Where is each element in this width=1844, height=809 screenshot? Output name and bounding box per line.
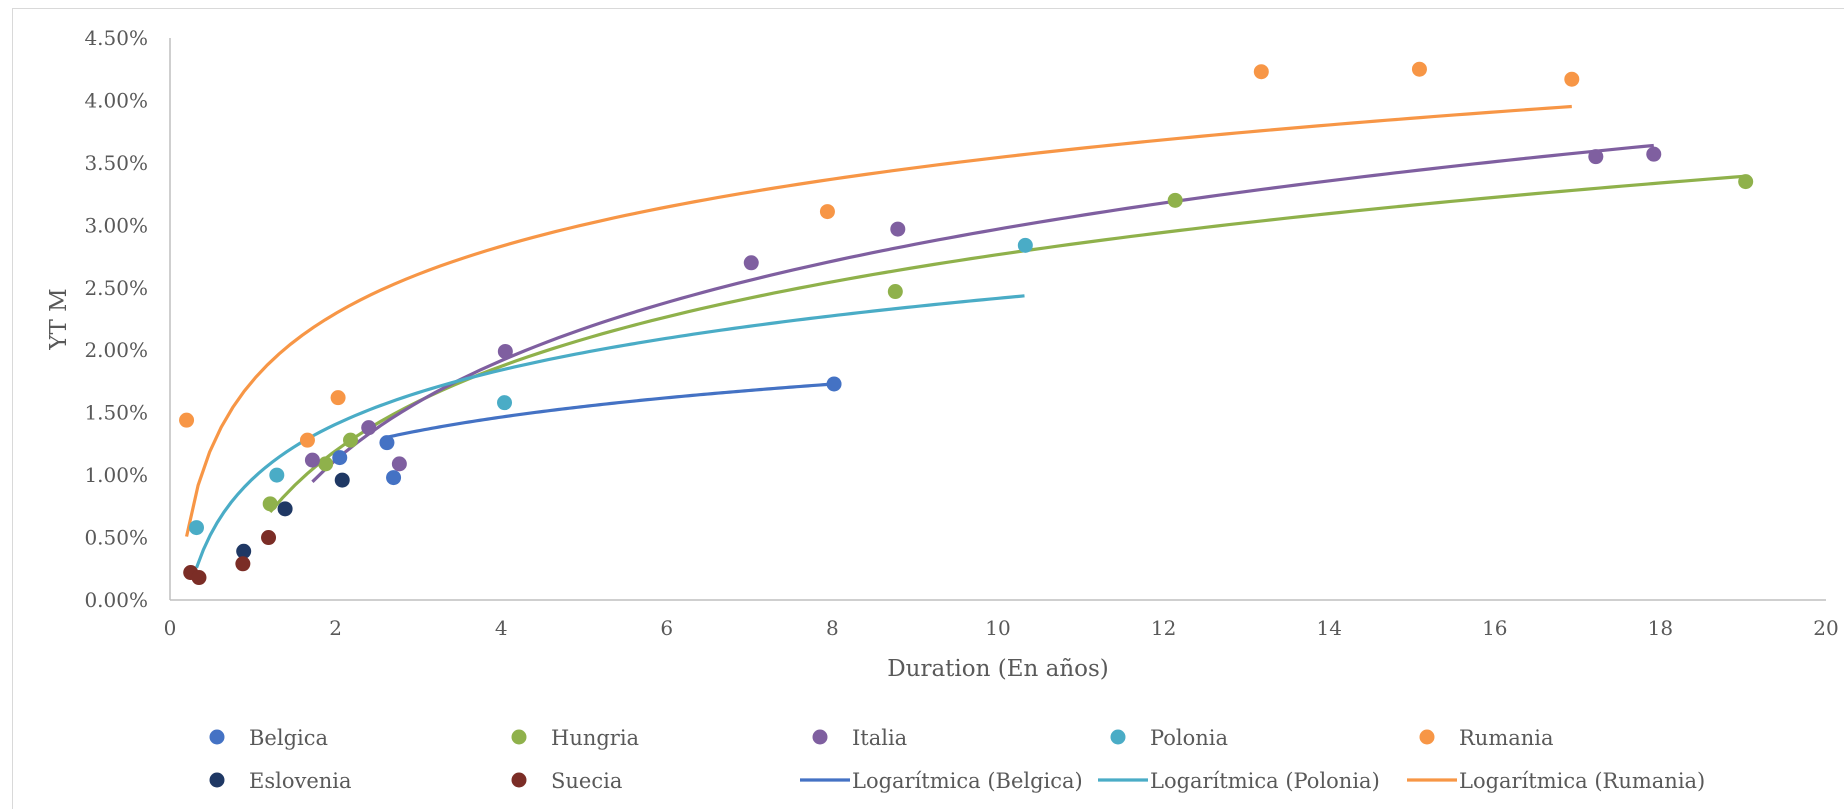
legend-label: Logarítmica (Belgica) [852, 769, 1083, 793]
data-point [819, 204, 835, 220]
data-point [188, 520, 204, 536]
data-point [299, 432, 315, 448]
data-point [236, 543, 252, 559]
legend-marker [511, 729, 527, 745]
data-point [277, 501, 293, 517]
data-point [743, 255, 759, 271]
legend-label: Belgica [249, 726, 328, 750]
legend-label: Eslovenia [249, 769, 352, 793]
trend-curves [184, 104, 1746, 569]
legend-marker [209, 729, 225, 745]
y-tick-label: 3.50% [84, 151, 148, 175]
trendline [386, 382, 835, 439]
data-point [1738, 174, 1754, 190]
data-point [391, 456, 407, 472]
data-point [1017, 237, 1033, 253]
data-point [235, 556, 251, 572]
data-point [361, 420, 377, 436]
x-tick-label: 14 [1316, 616, 1341, 640]
y-tick-label: 0.50% [84, 526, 148, 550]
data-point [1588, 149, 1604, 165]
chart-frame [12, 8, 1844, 809]
x-tick-label: 6 [660, 616, 673, 640]
y-tick-label: 4.50% [84, 26, 148, 50]
y-tick-label: 1.50% [84, 401, 148, 425]
y-tick-label: 2.00% [84, 338, 148, 362]
data-point [262, 496, 278, 512]
data-point [826, 376, 842, 392]
y-tick-label: 0.00% [84, 588, 148, 612]
data-point [269, 467, 285, 483]
legend-label: Suecia [551, 769, 622, 793]
data-point [261, 530, 277, 546]
legend-label: Logarítmica (Rumania) [1459, 769, 1705, 793]
legend-marker [1419, 729, 1435, 745]
data-point [1253, 64, 1269, 80]
trend-curve [311, 143, 1654, 483]
tick-labels: 0 2 4 6 8 10 12 14 16 18 20 0.00% 0.50% 1.00% 1.50% 2.0… [84, 26, 1838, 640]
y-tick-label: 2.50% [84, 276, 148, 300]
data-point [191, 570, 207, 586]
data-point [334, 472, 350, 488]
data-point [318, 456, 334, 472]
data-point [890, 221, 906, 237]
data-point [386, 470, 402, 486]
data-point [497, 343, 513, 359]
y-tick-label: 4.00% [84, 88, 148, 112]
data-point [179, 412, 195, 428]
data-point [330, 390, 346, 406]
data-point [379, 435, 395, 451]
x-tick-label: 0 [164, 616, 177, 640]
legend-marker [1110, 729, 1126, 745]
data-point [343, 432, 359, 448]
data-point [1411, 61, 1427, 77]
x-tick-label: 16 [1482, 616, 1507, 640]
y-axis-title: YT M [46, 288, 72, 350]
y-tick-label: 3.00% [84, 213, 148, 237]
legend-marker [209, 772, 225, 788]
y-tick-label: 1.00% [84, 463, 148, 487]
x-tick-label: 2 [329, 616, 342, 640]
legend-label: Logarítmica (Polonia) [1150, 769, 1380, 793]
trend-curve [268, 174, 1746, 514]
data-point [1167, 192, 1183, 208]
x-tick-label: 4 [495, 616, 508, 640]
data-point [497, 395, 513, 411]
legend-marker [511, 772, 527, 788]
legend-label: Italia [852, 726, 907, 750]
data-point [1646, 146, 1662, 162]
legend-label: Rumania [1459, 726, 1554, 750]
x-tick-label: 12 [1151, 616, 1176, 640]
data-point [304, 452, 320, 468]
axes [169, 38, 1826, 601]
legend-label: Polonia [1150, 726, 1228, 750]
trendline [195, 294, 1025, 569]
legend: Belgica Hungria Italia Polonia Rumania Eslove… [209, 726, 1705, 793]
x-tick-label: 18 [1648, 616, 1673, 640]
x-tick-label: 10 [985, 616, 1010, 640]
x-tick-label: 20 [1813, 616, 1838, 640]
legend-marker [812, 729, 828, 745]
data-point [887, 284, 903, 300]
data-points [179, 61, 1754, 586]
x-axis-title: Duration (En años) [887, 656, 1109, 682]
trendline [184, 104, 1572, 537]
data-point [332, 450, 348, 466]
legend-label: Hungria [551, 726, 639, 750]
data-point [1564, 71, 1580, 87]
x-tick-label: 8 [826, 616, 839, 640]
